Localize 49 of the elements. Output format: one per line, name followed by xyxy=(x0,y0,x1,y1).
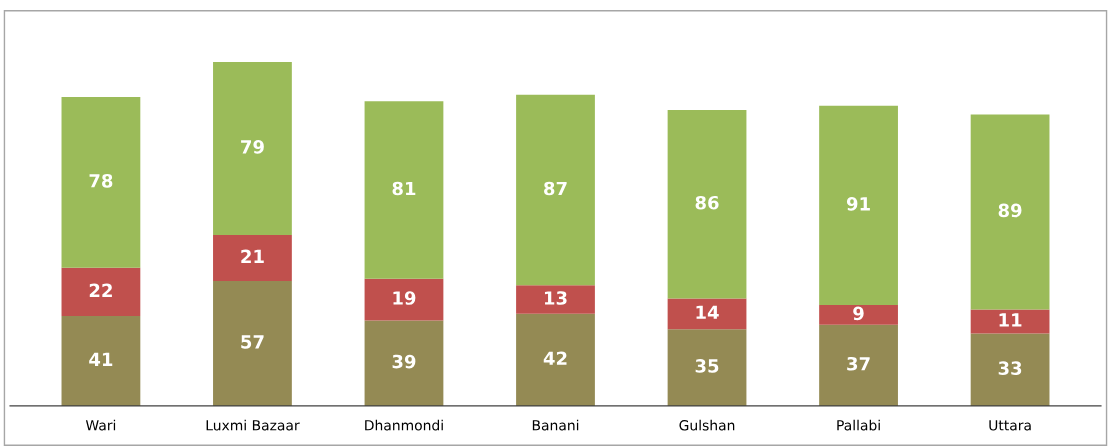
data-label: 21 xyxy=(241,249,264,263)
data-label: 91 xyxy=(846,196,870,211)
bar xyxy=(667,298,747,330)
bar xyxy=(516,285,595,314)
data-label: 37 xyxy=(847,356,870,371)
data-label: 87 xyxy=(544,181,567,196)
data-label: 35 xyxy=(695,359,719,373)
data-label: 78 xyxy=(89,173,113,188)
data-label: 14 xyxy=(696,305,719,319)
data-label: 33 xyxy=(998,361,1022,375)
bar xyxy=(667,110,747,299)
data-label: 81 xyxy=(392,181,416,196)
bar xyxy=(61,316,141,406)
x-tick-label: Wari xyxy=(85,419,116,431)
bar xyxy=(61,267,141,317)
data-label: 57 xyxy=(241,335,264,349)
data-label: 22 xyxy=(89,283,112,297)
bar xyxy=(516,313,595,406)
data-label: 11 xyxy=(999,313,1022,327)
bar xyxy=(819,324,898,406)
bar xyxy=(819,105,898,306)
data-label: 41 xyxy=(89,352,113,366)
x-tick-label: Dhanmondi xyxy=(365,419,443,431)
bar xyxy=(819,305,898,325)
bar xyxy=(970,309,1050,334)
bar xyxy=(61,96,141,268)
data-label: 19 xyxy=(393,291,416,305)
data-label: 86 xyxy=(695,195,719,210)
x-tick-label: Pallabi xyxy=(837,419,880,431)
x-tick-label: Luxmi Bazaar xyxy=(206,419,300,431)
bar xyxy=(364,101,444,279)
bar xyxy=(364,320,444,406)
data-label: 42 xyxy=(543,351,567,365)
bar xyxy=(364,278,444,321)
x-tick-label: Gulshan xyxy=(679,419,735,431)
bar xyxy=(970,333,1050,406)
bar xyxy=(516,94,595,286)
data-label: 9 xyxy=(853,306,864,321)
x-tick-label: Banani xyxy=(532,419,579,431)
data-label: 79 xyxy=(241,140,264,154)
bar xyxy=(970,114,1050,310)
data-label: 89 xyxy=(998,203,1022,218)
bar xyxy=(213,234,292,281)
bar xyxy=(213,280,292,406)
bar xyxy=(667,329,747,406)
data-label: 39 xyxy=(392,354,416,369)
bar xyxy=(213,61,292,235)
data-label: 13 xyxy=(544,291,567,305)
x-tick-label: Uttara xyxy=(989,420,1031,431)
